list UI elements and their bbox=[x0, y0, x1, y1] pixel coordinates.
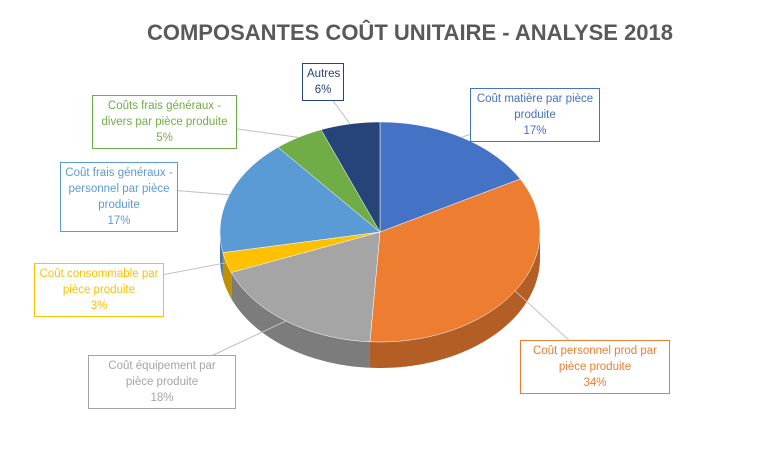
category-label: Coût frais généraux - personnel par pièc… bbox=[65, 167, 173, 211]
value-label: 17% bbox=[107, 215, 131, 227]
category-label: Autres bbox=[307, 68, 341, 80]
category-label: Coût équipement par pièce produite bbox=[108, 360, 216, 388]
value-label: 5% bbox=[156, 132, 173, 144]
slice bbox=[379, 121, 521, 233]
value-label: 17% bbox=[523, 125, 547, 137]
value-label: 18% bbox=[150, 392, 174, 404]
slice bbox=[277, 129, 381, 233]
slice-side bbox=[231, 272, 370, 368]
slice bbox=[219, 146, 381, 253]
value-label: 34% bbox=[583, 377, 607, 389]
data-label: Coût consommable par pièce produite 3% bbox=[34, 263, 164, 317]
data-label: Coût matière par pièce produite 17% bbox=[470, 88, 600, 142]
value-label: 3% bbox=[90, 300, 108, 312]
category-label: Coût personnel prod par pièce produite bbox=[532, 345, 658, 373]
category-label: Coûts frais généraux - divers par pièce … bbox=[101, 100, 228, 128]
data-label: Coût équipement par pièce produite 18% bbox=[88, 355, 236, 409]
value-label: 6% bbox=[314, 84, 332, 96]
data-label: Coût personnel prod par pièce produite 34… bbox=[520, 340, 670, 394]
category-label: Coût matière par pièce produite bbox=[476, 93, 594, 121]
category-label: Coût consommable par pièce produite bbox=[39, 268, 159, 296]
data-label: Autres 6% bbox=[302, 63, 344, 101]
chart-title: COMPOSANTES COÛT UNITAIRE - ANALYSE 2018 bbox=[147, 20, 673, 45]
data-label: Coût frais généraux - personnel par pièc… bbox=[60, 162, 178, 232]
slice-side bbox=[222, 252, 232, 299]
data-label: Coûts frais généraux - divers par pièce … bbox=[92, 95, 237, 149]
slice bbox=[369, 178, 541, 343]
